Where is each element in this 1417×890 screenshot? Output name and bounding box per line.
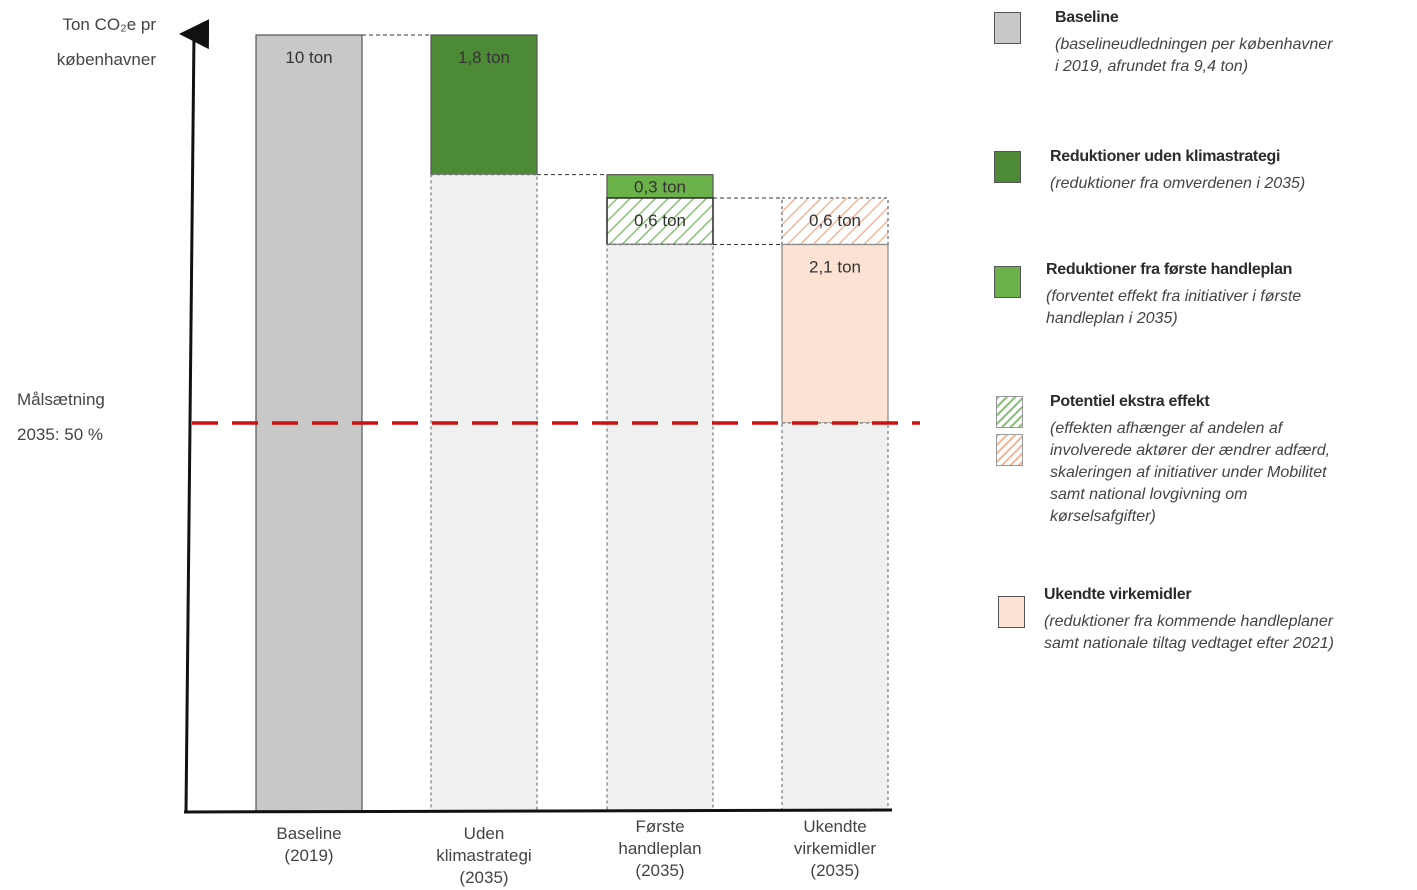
legend-swatch-hatch-peach [996,434,1023,466]
segment-value-label: 0,6 ton [634,211,686,230]
segment-value-label: 0,3 ton [634,177,686,196]
target-label-line1: Målsætning [17,390,105,409]
waterfall-chart: 10 ton 1,8 ton 0,3 ton 0,6 ton 0,6 ton 2,1 to… [17,15,920,887]
bar-segment-remaining [606,243,714,812]
legend-description-line: handleplan i 2035) [1046,310,1178,327]
segment-labels: 10 ton 1,8 ton 0,3 ton 0,6 ton 0,6 ton 2,1 to… [285,48,861,277]
segment-value-label: 2,1 ton [809,258,861,277]
legend-description: (effekten afhænger af andelen af involver… [1050,418,1330,528]
x-category-label: Første handleplan (2035) [618,817,701,880]
legend-swatch-baseline [994,12,1021,44]
bar-segment-remaining [430,174,538,812]
legend-description-line: (forventet effekt fra initiativer i førs… [1046,288,1302,305]
legend-swatch-peach [998,596,1025,628]
legend-description-line: (reduktioner fra kommende handleplaner [1044,613,1334,630]
x-category-label: Ukendte virkemidler (2035) [794,817,877,880]
legend-description-line: i 2019, afrundet fra 9,4 ton) [1055,58,1249,75]
legend-title: Baseline [1055,9,1119,26]
x-category-label: Baseline (2019) [276,824,341,865]
legend-description: (baselineudledningen per københavner i 20… [1055,34,1333,78]
legend-description: (reduktioner fra kommende handleplaner sa… [1044,611,1334,655]
legend-description-line: (effekten afhænger af andelen af [1050,420,1283,437]
x-axis-category-labels: Baseline (2019) Uden klimastrategi (2035) Før… [276,817,876,887]
legend-description-line: involverede aktører der ændrer adfærd, [1050,442,1331,459]
legend-description-line: (baselineudledningen per københavner [1055,36,1333,53]
legend-description-line: samt nationale tiltag vedtaget efter 202… [1044,635,1334,652]
y-axis-label-line2: københavner [57,50,157,69]
legend-title: Reduktioner fra første handleplan [1046,261,1293,278]
x-category-label: Uden klimastrategi (2035) [436,824,531,887]
x-axis [183,808,893,814]
legend-description-line: samt national lovgivning om [1050,486,1248,503]
y-axis [179,19,210,813]
legend-title: Potentiel ekstra effekt [1050,393,1210,410]
bar-segment-hatch-green [606,197,714,246]
bar-segment-peach [781,243,889,424]
legend-description-line: kørselsafgifter) [1050,508,1156,525]
legend-title: Reduktioner uden klimastrategi [1050,148,1281,165]
target-label-line2: 2035: 50 % [17,425,103,444]
legend-title: Ukendte virkemidler [1044,586,1192,603]
segment-value-label: 0,6 ton [809,211,861,230]
segment-value-label: 1,8 ton [458,48,510,67]
legend-description: (reduktioner fra omverdenen i 2035) [1050,173,1305,195]
legend-swatch-light-green [994,266,1021,298]
legend-description-line: (reduktioner fra omverdenen i 2035) [1050,175,1306,192]
legend-swatch-dark-green [994,151,1021,183]
y-axis-label-line1: Ton CO₂e pr [62,15,156,34]
legend-description-line: skaleringen af initiativer under Mobilit… [1050,464,1327,481]
legend-swatch-hatch-green [996,396,1023,428]
connector-lines [362,34,782,246]
legend-description: (forventet effekt fra initiativer i førs… [1046,286,1301,330]
bar-segment-remaining [781,422,889,812]
segment-value-label: 10 ton [285,48,332,67]
bar-segment-baseline [255,34,363,812]
